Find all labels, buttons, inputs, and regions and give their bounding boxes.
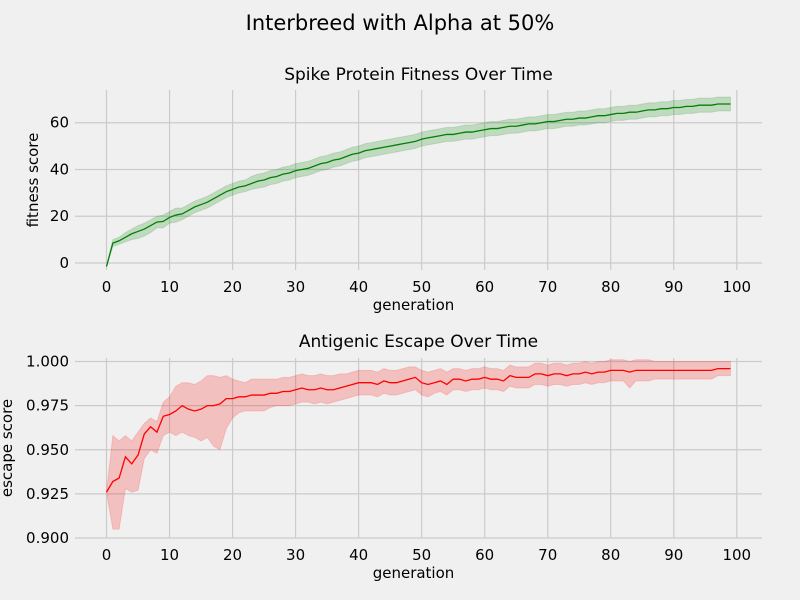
fitness-panel: 0 10 20 30 40 50 60 70 80 90 100 0 20 40 60 Spike Prote…	[24, 65, 762, 314]
escape-panel: 0 10 20 30 40 50 60 70 80 90 100 0.900 0.925 0.950 0.9…	[0, 332, 762, 582]
figure-title: Interbreed with Alpha at 50%	[246, 11, 555, 35]
fitness-xtick-label: 50	[412, 278, 431, 296]
fitness-xtick-label: 60	[475, 278, 494, 296]
escape-ytick-label: 0.975	[26, 397, 69, 415]
fitness-xtick-label: 10	[160, 278, 179, 296]
fitness-xtick-label: 30	[286, 278, 305, 296]
escape-xtick-label: 50	[412, 546, 431, 564]
fitness-ytick-label: 40	[50, 160, 69, 178]
escape-xtick-label: 70	[538, 546, 557, 564]
fitness-xtick-label: 40	[349, 278, 368, 296]
fitness-xtick-label: 80	[601, 278, 620, 296]
escape-ytick-label: 0.925	[26, 485, 69, 503]
escape-ytick-label: 0.950	[26, 441, 69, 459]
escape-ytick-label: 0.900	[26, 529, 69, 547]
fitness-ytick-label: 0	[59, 254, 69, 272]
escape-xaxis-label: generation	[373, 564, 455, 582]
escape-chart-title: Antigenic Escape Over Time	[299, 332, 538, 352]
escape-xtick-label: 80	[601, 546, 620, 564]
fitness-xaxis-label: generation	[373, 296, 455, 314]
fitness-xtick-label: 100	[722, 278, 751, 296]
escape-yaxis-label: escape score	[0, 399, 16, 497]
escape-ytick-label: 1.000	[26, 353, 69, 371]
fitness-ytick-label: 20	[50, 207, 69, 225]
escape-xtick-label: 0	[102, 546, 112, 564]
escape-mean-line	[105, 367, 731, 493]
fitness-mean-line	[105, 103, 731, 267]
fitness-xtick-label: 20	[223, 278, 242, 296]
escape-xtick-label: 90	[664, 546, 683, 564]
escape-xtick-label: 40	[349, 546, 368, 564]
fitness-ytick-label: 60	[50, 114, 69, 132]
escape-xtick-label: 20	[223, 546, 242, 564]
escape-xtick-label: 60	[475, 546, 494, 564]
escape-xtick-label: 30	[286, 546, 305, 564]
fitness-xtick-label: 70	[538, 278, 557, 296]
fitness-xtick-label: 0	[102, 278, 112, 296]
fitness-xtick-label: 90	[664, 278, 683, 296]
escape-xtick-label: 10	[160, 546, 179, 564]
escape-xtick-label: 100	[722, 546, 751, 564]
fitness-yaxis-label: fitness score	[24, 133, 42, 228]
fitness-chart-title: Spike Protein Fitness Over Time	[284, 65, 553, 85]
